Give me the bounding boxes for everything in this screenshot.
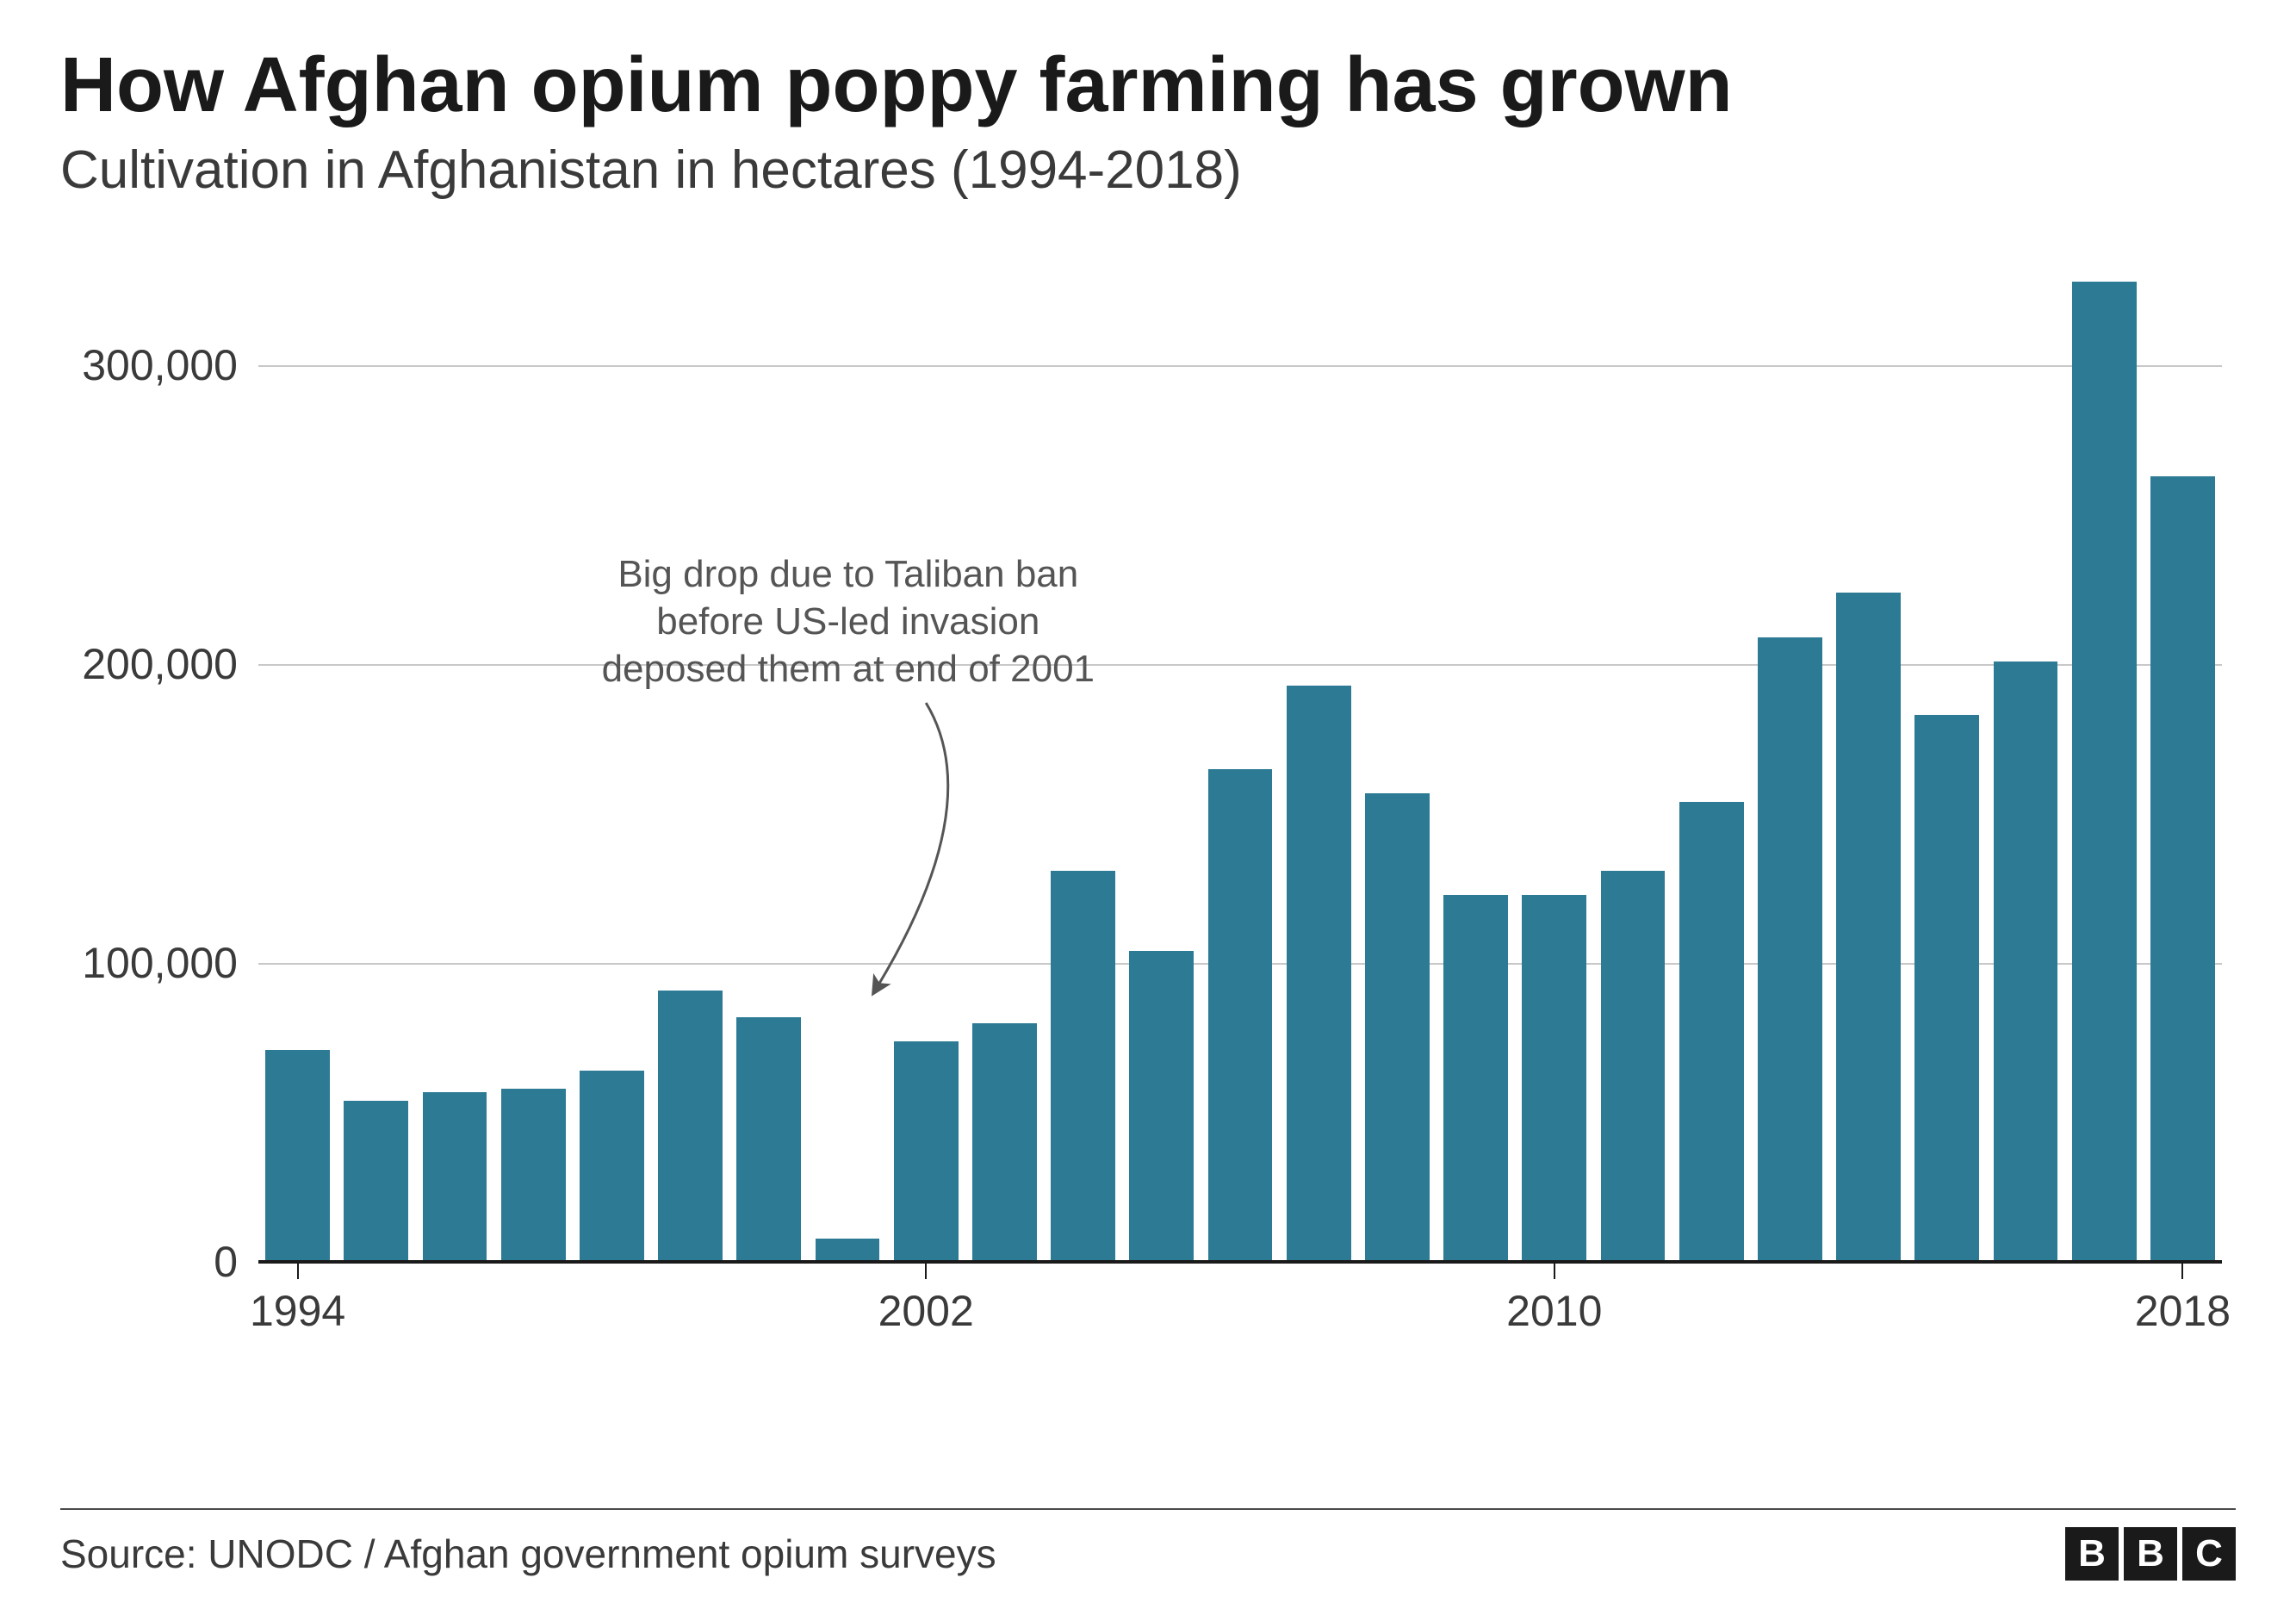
x-axis-label: 2018 <box>2135 1286 2231 1336</box>
x-tick <box>925 1262 927 1279</box>
chart-title: How Afghan opium poppy farming has grown <box>60 43 2236 128</box>
x-axis-label: 2010 <box>1506 1286 1602 1336</box>
bbc-logo: BBC <box>2065 1527 2236 1581</box>
chart-container: How Afghan opium poppy farming has grown… <box>0 0 2296 1615</box>
x-tick <box>297 1262 299 1279</box>
chart-footer: Source: UNODC / Afghan government opium … <box>60 1508 2236 1581</box>
y-axis-label: 200,000 <box>82 639 258 689</box>
x-axis-label: 2002 <box>878 1286 974 1336</box>
footer-row: Source: UNODC / Afghan government opium … <box>60 1527 2236 1581</box>
chart-subtitle: Cultivation in Afghanistan in hectares (… <box>60 139 2236 202</box>
footer-divider <box>60 1508 2236 1510</box>
source-text: Source: UNODC / Afghan government opium … <box>60 1531 996 1577</box>
x-tick <box>2181 1262 2183 1279</box>
y-axis-label: 100,000 <box>82 938 258 988</box>
chart-area: 1994200220102018 Big drop due to Taliban… <box>60 245 2236 1400</box>
y-axis-label: 300,000 <box>82 340 258 390</box>
annotation-arrow <box>258 245 2222 1262</box>
plot-region: 1994200220102018 Big drop due to Taliban… <box>258 245 2222 1262</box>
bbc-logo-box: B <box>2124 1527 2177 1581</box>
x-axis-labels: 1994200220102018 <box>258 1262 2222 1365</box>
bbc-logo-box: C <box>2182 1527 2236 1581</box>
x-tick <box>1554 1262 1555 1279</box>
bbc-logo-box: B <box>2065 1527 2119 1581</box>
y-axis-label: 0 <box>214 1237 258 1287</box>
x-axis-label: 1994 <box>250 1286 345 1336</box>
